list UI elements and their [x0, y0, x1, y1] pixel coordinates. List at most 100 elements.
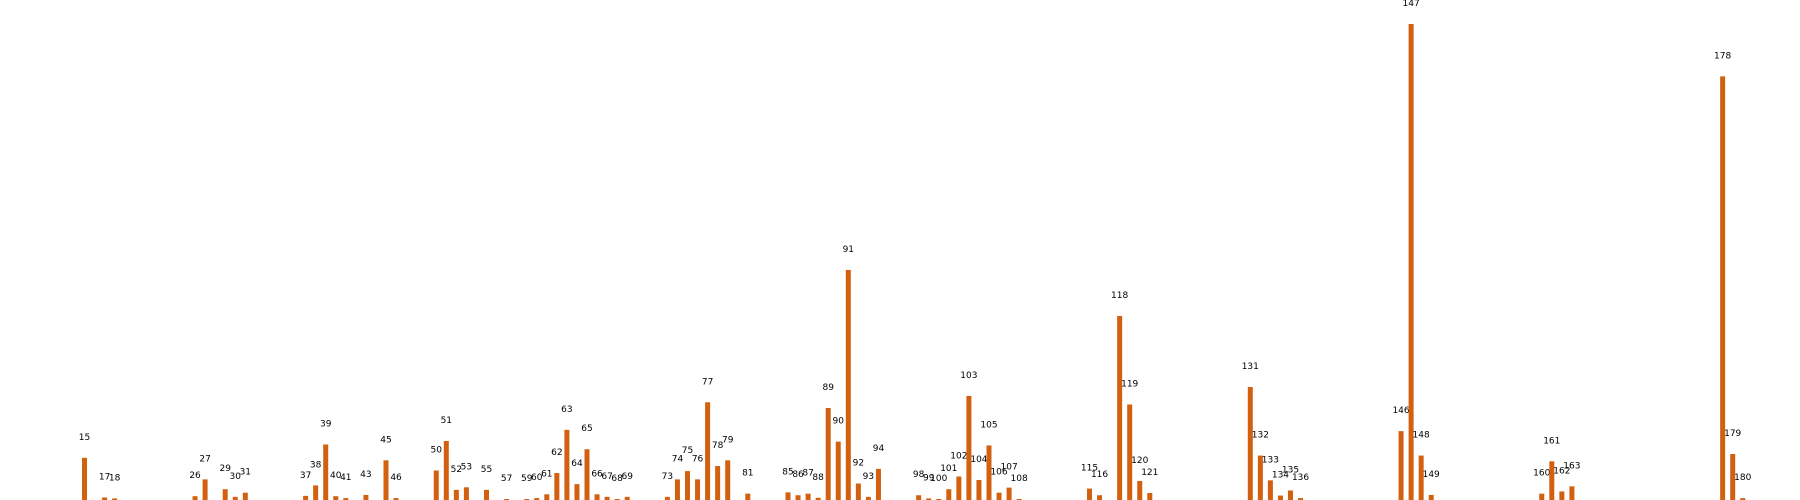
bar-label-76: 76 [692, 454, 704, 464]
bar-label-147: 147 [1403, 0, 1420, 9]
bar-label-91: 91 [843, 245, 854, 255]
bar-label-107: 107 [1001, 463, 1018, 473]
bar-label-90: 90 [833, 417, 845, 427]
bar-62 [554, 473, 560, 500]
bar-78 [715, 466, 721, 500]
bar-label-89: 89 [822, 383, 834, 393]
bar-label-86: 86 [792, 470, 804, 480]
bar-99 [926, 498, 932, 500]
bar-148 [1418, 455, 1424, 500]
bar-38 [313, 485, 319, 500]
bar-18 [112, 498, 118, 500]
bar-135 [1288, 490, 1293, 500]
bar-label-101: 101 [940, 464, 957, 474]
bar-69 [624, 496, 630, 500]
bar-160 [1539, 493, 1545, 500]
bar-92 [855, 483, 861, 500]
bar-75 [685, 471, 690, 500]
bar-27 [202, 479, 208, 500]
bar-label-100: 100 [930, 474, 947, 484]
bar-180 [1740, 498, 1746, 500]
bar-87 [805, 493, 811, 500]
bar-label-163: 163 [1563, 461, 1580, 471]
bar-178 [1720, 76, 1726, 500]
bar-55 [484, 489, 489, 500]
bar-61 [544, 494, 550, 500]
bar-116 [1097, 495, 1103, 500]
bar-label-88: 88 [812, 473, 824, 483]
bar-label-59: 59 [521, 474, 533, 484]
bar-label-119: 119 [1121, 379, 1138, 389]
bar-label-43: 43 [360, 470, 371, 480]
bar-label-41: 41 [340, 473, 351, 483]
bar-162 [1559, 491, 1565, 500]
bar-94 [875, 468, 881, 500]
bar-46 [393, 498, 399, 500]
bar-label-134: 134 [1272, 471, 1289, 481]
bar-106 [996, 492, 1002, 500]
bar-90 [835, 441, 841, 500]
bar-label-78: 78 [712, 441, 724, 451]
bar-29 [222, 489, 228, 500]
bar-label-85: 85 [782, 467, 793, 477]
bar-label-108: 108 [1011, 474, 1028, 484]
bar-label-57: 57 [501, 474, 512, 484]
bar-67 [604, 496, 610, 500]
bar-102 [956, 476, 962, 500]
bar-label-180: 180 [1734, 473, 1751, 483]
bar-label-116: 116 [1091, 470, 1108, 480]
bar-label-69: 69 [621, 472, 633, 482]
bar-31 [242, 492, 248, 500]
bar-label-66: 66 [591, 469, 603, 479]
bar-66 [594, 494, 600, 500]
bar-label-46: 46 [390, 473, 402, 483]
bar-label-106: 106 [990, 468, 1007, 478]
bar-101 [946, 489, 952, 500]
bar-label-121: 121 [1141, 468, 1158, 478]
bar-label-45: 45 [380, 435, 391, 445]
bar-label-94: 94 [873, 444, 885, 454]
bar-label-98: 98 [913, 470, 925, 480]
bar-91 [845, 269, 851, 500]
bar-53 [463, 487, 469, 500]
bar-105 [986, 445, 992, 500]
bar-label-148: 148 [1413, 431, 1430, 441]
bar-label-87: 87 [802, 469, 813, 479]
bar-98 [916, 495, 922, 500]
bar-89 [825, 407, 831, 500]
bar-40 [333, 496, 339, 500]
bar-label-30: 30 [230, 472, 242, 482]
bar-132 [1257, 455, 1263, 500]
bar-label-179: 179 [1724, 429, 1741, 439]
bar-label-136: 136 [1292, 473, 1309, 483]
bar-label-26: 26 [189, 471, 201, 481]
bar-label-52: 52 [451, 465, 462, 475]
bar-label-68: 68 [611, 474, 623, 484]
bar-76 [695, 479, 701, 500]
bar-133 [1267, 480, 1273, 500]
bar-label-92: 92 [853, 459, 864, 469]
bar-161 [1549, 461, 1555, 500]
bar-label-67: 67 [601, 472, 612, 482]
bar-39 [323, 444, 329, 500]
bar-103 [966, 395, 972, 500]
bar-85 [785, 492, 791, 500]
bar-label-39: 39 [320, 419, 332, 429]
bar-label-37: 37 [300, 471, 311, 481]
bar-73 [664, 496, 670, 500]
bar-131 [1247, 387, 1253, 500]
bar-104 [976, 480, 982, 500]
bar-179 [1730, 453, 1736, 500]
bar-64 [574, 484, 580, 500]
bar-label-73: 73 [662, 472, 673, 482]
bar-147 [1408, 24, 1414, 500]
bar-17 [102, 497, 108, 500]
bar-label-118: 118 [1111, 291, 1128, 301]
bar-88 [815, 497, 821, 500]
bar-label-102: 102 [950, 452, 967, 462]
bar-label-120: 120 [1131, 456, 1148, 466]
bar-41 [343, 498, 349, 500]
bar-label-65: 65 [581, 424, 592, 434]
bar-15 [82, 457, 87, 500]
